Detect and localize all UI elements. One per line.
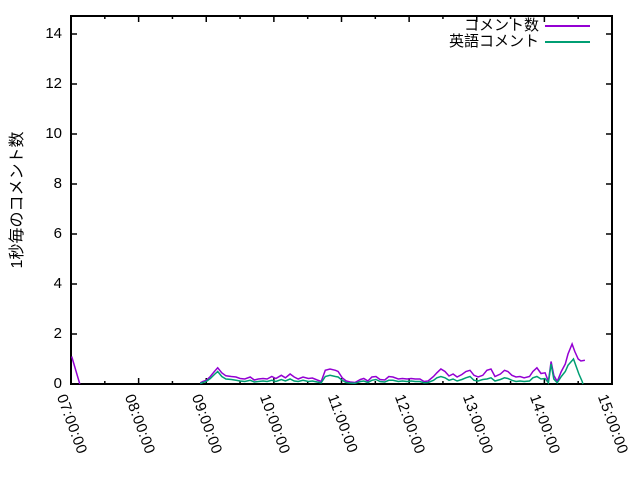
y-tick-label: 0 xyxy=(53,375,62,392)
legend-line-sample-comments-icon xyxy=(545,24,590,27)
y-axis-label: 1秒毎のコメント数 xyxy=(9,131,26,269)
y-tick-label: 2 xyxy=(53,325,62,342)
legend-label-english-comments: 英語コメント xyxy=(448,33,539,50)
y-tick-label: 14 xyxy=(45,25,62,42)
legend-label-comments: コメント数 xyxy=(463,17,539,34)
y-tick-label: 6 xyxy=(53,225,62,242)
legend-entry-english-comments: 英語コメント xyxy=(449,34,590,49)
y-tick-label: 8 xyxy=(53,175,62,192)
y-tick-label: 12 xyxy=(45,75,62,92)
y-tick-label: 10 xyxy=(45,125,62,142)
legend-line-sample-english-comments-icon xyxy=(545,40,590,43)
y-tick-label: 4 xyxy=(53,275,62,292)
legend-entry-comments: コメント数 xyxy=(449,18,590,33)
legend: コメント数 英語コメント xyxy=(449,18,590,50)
